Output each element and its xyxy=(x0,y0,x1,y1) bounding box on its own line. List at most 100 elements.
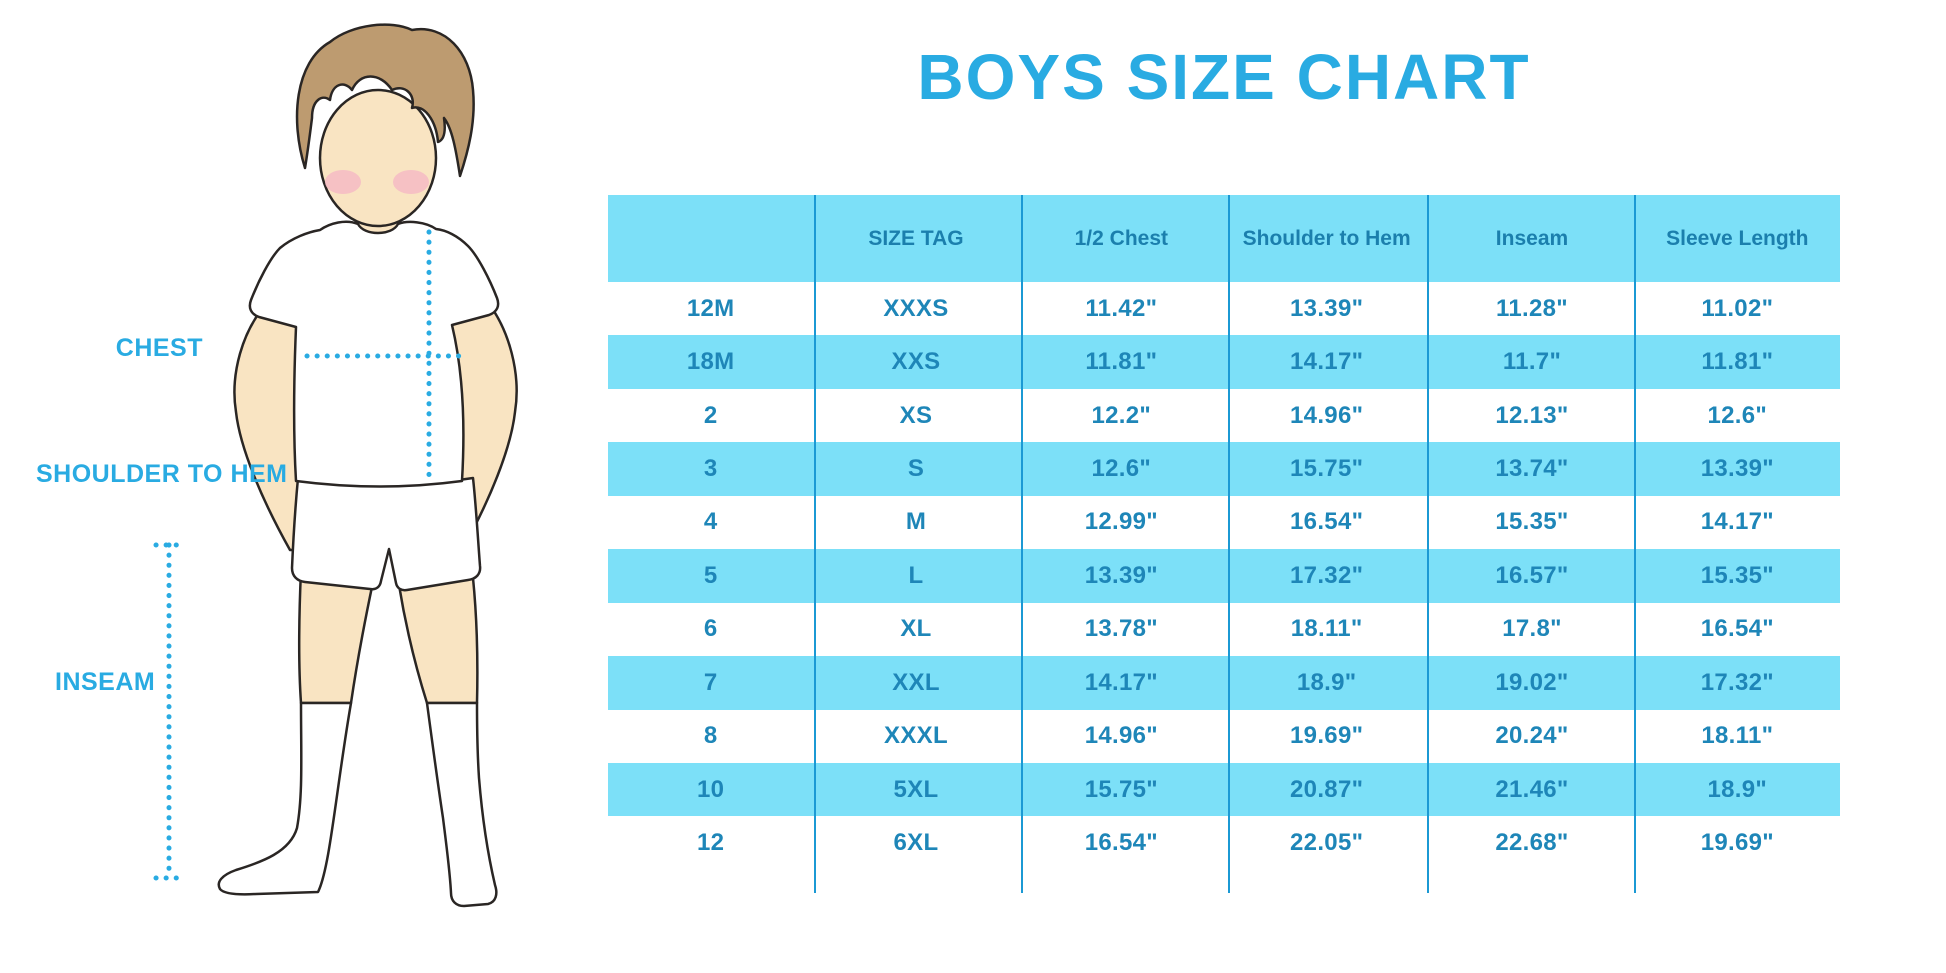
page-title: BOYS SIZE CHART xyxy=(917,41,1531,113)
column-header: 1/2 Chest xyxy=(1074,226,1168,250)
table-cell: XS xyxy=(899,401,933,429)
left-leg xyxy=(297,568,375,705)
table-cell: 6XL xyxy=(893,829,939,857)
shorts xyxy=(290,476,482,592)
table-row: 10 5XL 15.75" 20.87" 21.46" 18.9" xyxy=(608,762,1840,817)
table-cell: 16.57" xyxy=(1495,561,1569,589)
column-divider xyxy=(1634,195,1636,893)
table-cell: 18.11" xyxy=(1701,722,1774,750)
table-cell: 10 xyxy=(697,775,725,803)
table-cell: 12 xyxy=(697,829,725,857)
table-row: 8 XXXL 14.96" 19.69" 20.24" 18.11" xyxy=(608,710,1840,763)
table-row: 2 XS 12.2" 14.96" 12.13" 12.6" xyxy=(608,389,1840,442)
column-header: SIZE TAG xyxy=(868,226,964,250)
blush-left xyxy=(325,170,361,194)
table-cell: 14.96" xyxy=(1084,722,1158,750)
hair xyxy=(295,23,475,178)
table-cell: 15.35" xyxy=(1495,508,1569,536)
table-cell: 13.39" xyxy=(1084,561,1158,589)
column-divider xyxy=(1021,195,1023,893)
size-table: SIZE TAG 1/2 Chest Shoulder to Hem Inseam Sl… xyxy=(608,195,1840,893)
table-cell: 15.75" xyxy=(1084,775,1158,803)
table-cell: 11.7" xyxy=(1502,348,1562,376)
table-row: 6 XL 13.78" 18.11" 17.8" 16.54" xyxy=(608,603,1840,656)
table-cell: 12.6" xyxy=(1091,455,1152,483)
table-cell: 13.74" xyxy=(1495,455,1569,483)
table-cell: 12.13" xyxy=(1495,401,1569,429)
blush-right xyxy=(393,170,429,194)
table-cell: 20.87" xyxy=(1290,775,1364,803)
column-divider xyxy=(814,195,816,893)
table-cell: XXXL xyxy=(884,722,948,750)
inseam-label: INSEAM xyxy=(55,668,156,696)
table-cell: 18.9" xyxy=(1296,668,1357,696)
column-header: Shoulder to Hem xyxy=(1242,226,1411,250)
table-cell: 16.54" xyxy=(1084,829,1158,857)
table-cell: 21.46" xyxy=(1495,775,1569,803)
table-cell: 14.96" xyxy=(1290,401,1364,429)
face xyxy=(318,88,438,228)
table-cell: 17.32" xyxy=(1700,668,1774,696)
table-cell: XXS xyxy=(891,348,941,376)
table-cell: 5 xyxy=(703,561,718,589)
table-cell: 13.39" xyxy=(1700,455,1774,483)
table-cell: 19.69" xyxy=(1700,829,1774,857)
column-divider xyxy=(1427,195,1429,893)
table-cell: 15.75" xyxy=(1290,455,1364,483)
table-cell: 4 xyxy=(703,508,718,536)
table-cell: 22.05" xyxy=(1290,829,1364,857)
table-cell: 11.28" xyxy=(1496,294,1568,322)
table-cell: 12.99" xyxy=(1084,508,1158,536)
table-cell: 14.17" xyxy=(1700,508,1774,536)
table-cell: 13.78" xyxy=(1084,615,1158,643)
table-row: 7 XXL 14.17" 18.9" 19.02" 17.32" xyxy=(608,656,1840,710)
table-cell: 11.42" xyxy=(1085,294,1158,322)
table-cell: 17.32" xyxy=(1290,561,1364,589)
table-cell: 12.6" xyxy=(1707,401,1768,429)
table-cell: 18M xyxy=(686,348,735,376)
right-leg xyxy=(397,576,479,705)
column-header: Sleeve Length xyxy=(1666,226,1809,250)
table-cell: 11.81" xyxy=(1701,348,1774,376)
size-table-header: SIZE TAG 1/2 Chest Shoulder to Hem Inseam Sl… xyxy=(608,195,1840,282)
size-table-body: 12M XXXS 11.42" 13.39" 11.28" 11.02" 18M XXS 11.… xyxy=(608,282,1840,870)
table-cell: XXL xyxy=(892,668,940,696)
table-cell: 18.9" xyxy=(1707,775,1768,803)
table-cell: 14.17" xyxy=(1084,668,1158,696)
table-row: 4 M 12.99" 16.54" 15.35" 14.17" xyxy=(608,496,1840,549)
table-cell: 8 xyxy=(703,722,718,750)
table-cell: 15.35" xyxy=(1700,561,1774,589)
table-cell: 11.81" xyxy=(1085,348,1158,376)
right-sock xyxy=(425,701,498,908)
column-header-empty xyxy=(608,195,813,282)
table-cell: S xyxy=(907,455,925,483)
column-divider xyxy=(1228,195,1230,893)
table-cell: 16.54" xyxy=(1290,508,1364,536)
t-shirt xyxy=(248,220,500,488)
chest-label: CHEST xyxy=(115,334,203,362)
table-cell: 7 xyxy=(703,668,718,696)
left-sock xyxy=(217,701,353,896)
table-row: 12 6XL 16.54" 22.05" 22.68" 19.69" xyxy=(608,816,1840,869)
table-cell: 22.68" xyxy=(1495,829,1569,857)
shoulder-to-hem-label: SHOULDER TO HEM xyxy=(36,460,288,488)
table-cell: 17.8" xyxy=(1502,615,1562,643)
table-cell: 6 xyxy=(703,615,718,643)
column-header: Inseam xyxy=(1495,226,1569,250)
table-cell: 19.69" xyxy=(1290,722,1364,750)
table-cell: 12.2" xyxy=(1091,401,1152,429)
table-cell: 19.02" xyxy=(1495,668,1569,696)
table-row: 12M XXXS 11.42" 13.39" 11.28" 11.02" xyxy=(608,282,1840,335)
table-cell: XL xyxy=(900,615,932,643)
table-cell: 13.39" xyxy=(1290,294,1364,322)
table-cell: 12M xyxy=(686,294,735,322)
table-cell: 18.11" xyxy=(1290,615,1363,643)
boy-figure-illustration xyxy=(153,23,518,908)
table-row: 3 S 12.6" 15.75" 13.74" 13.39" xyxy=(608,442,1840,496)
table-cell: 11.02" xyxy=(1701,294,1774,322)
table-row: 5 L 13.39" 17.32" 16.57" 15.35" xyxy=(608,549,1840,603)
table-cell: 2 xyxy=(703,401,718,429)
table-cell: 16.54" xyxy=(1700,615,1774,643)
table-row: 18M XXS 11.81" 14.17" 11.7" 11.81" xyxy=(608,335,1840,389)
table-cell: 3 xyxy=(703,455,718,483)
